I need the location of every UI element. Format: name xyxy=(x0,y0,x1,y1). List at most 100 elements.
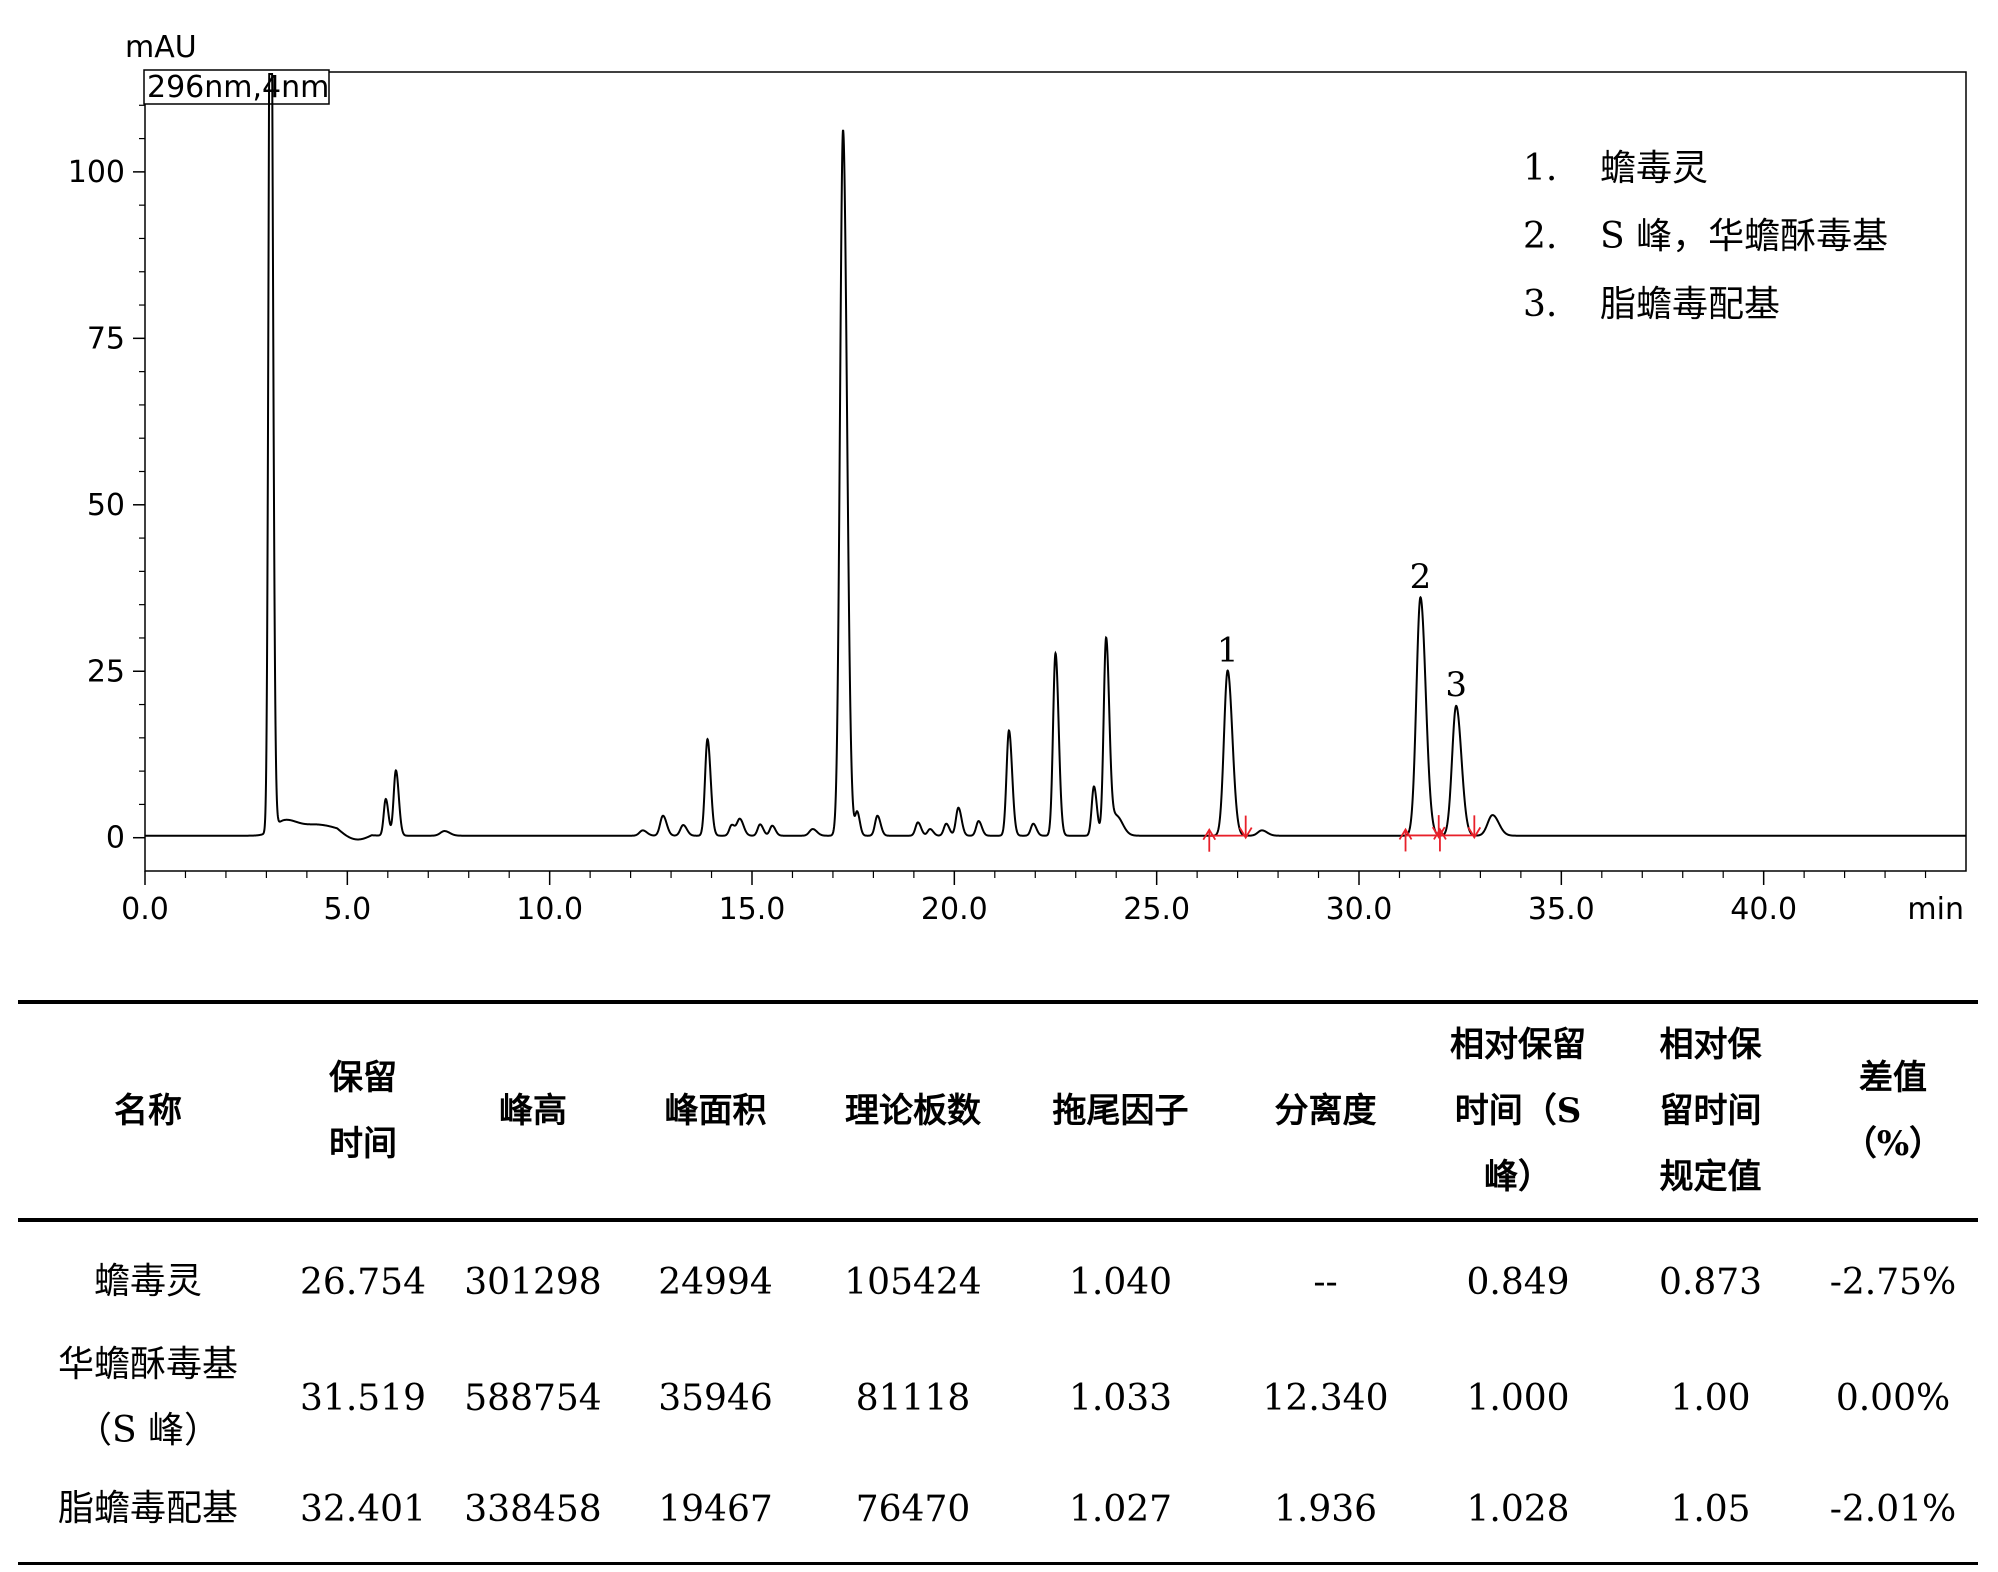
table-cell: -2.75% xyxy=(1829,1261,1957,1303)
legend-item-number: 2. xyxy=(1523,216,1557,257)
table-cell: 1.027 xyxy=(1068,1488,1173,1530)
compound-name: 脂蟾毒配基 xyxy=(57,1488,238,1529)
chromatogram-trace xyxy=(145,73,1966,841)
column-header-text: 名称 xyxy=(114,1091,182,1131)
table-cell: 0.873 xyxy=(1658,1261,1763,1303)
table-cell: 1.033 xyxy=(1068,1377,1173,1419)
table-cell: 32.401 xyxy=(300,1488,426,1530)
table-cell: 1.05 xyxy=(1670,1488,1751,1530)
y-tick-label: 100 xyxy=(68,155,125,190)
peak-number-label: 3 xyxy=(1445,665,1467,705)
column-header-text: 分离度 xyxy=(1274,1091,1377,1131)
column-header: 分离度 xyxy=(1228,1002,1423,1220)
table-cell: 588754 xyxy=(464,1377,602,1419)
table-cell: 19467 xyxy=(658,1488,773,1530)
y-tick-label: 25 xyxy=(87,654,125,689)
column-header: 峰面积 xyxy=(618,1002,813,1220)
table-cell: 301298 xyxy=(464,1261,602,1303)
table-cell: -2.01% xyxy=(1829,1488,1957,1530)
column-header: 差值 （%） xyxy=(1808,1002,1978,1220)
table-cell: 31.519 xyxy=(300,1377,426,1419)
integration-end-arrowhead xyxy=(1431,826,1446,839)
table-cell: 76470 xyxy=(855,1488,971,1530)
chromatogram-svg: 0 25 50 75 100 0.0 5.0 10.0 15.0 20.0 25.0 30.0 35.0… xyxy=(68,30,1967,927)
y-tick-label: 50 xyxy=(87,488,125,523)
column-header-text: 规定值 xyxy=(1659,1157,1762,1197)
column-header-text: 相对保留 xyxy=(1450,1025,1586,1065)
x-tick-label: 30.0 xyxy=(1326,892,1393,927)
table-body: 蟾毒灵 26.754 301298 24994 105424 1.040 -- 0.849 0.… xyxy=(18,1220,1978,1564)
column-header-text: 峰面积 xyxy=(664,1091,767,1131)
table-cell: 81118 xyxy=(855,1377,971,1419)
table-row: 脂蟾毒配基 32.401 338458 19467 76470 1.027 1.936 1.0… xyxy=(18,1464,1978,1564)
integration-end-arrowhead xyxy=(1238,827,1253,840)
x-tick-label: 5.0 xyxy=(323,892,371,927)
channel-label-box xyxy=(143,69,330,105)
table-cell: 1.028 xyxy=(1466,1488,1570,1530)
column-header-text: 峰） xyxy=(1484,1157,1552,1197)
x-tick-label: 15.0 xyxy=(719,892,786,927)
legend-item-name: S 峰，华蟾酥毒基 xyxy=(1600,216,1888,257)
y-tick-label: 75 xyxy=(87,321,125,356)
compound-name-cell: 脂蟾毒配基 xyxy=(18,1464,278,1564)
column-header: 相对保留时间（S 峰） xyxy=(1423,1002,1613,1220)
column-header-text: 时间（S xyxy=(1454,1091,1582,1131)
table-cell: 1.000 xyxy=(1466,1377,1570,1419)
peak-number-label: 1 xyxy=(1217,630,1239,670)
compound-name-cell: 华蟾酥毒基 （S 峰） xyxy=(18,1332,278,1464)
table-header-row: 名称 保留时间 峰高 峰面积 理论板数 拖尾因子 分离度 相对保留时间（S 峰） 相对保留时间规定… xyxy=(18,1002,1978,1220)
table-cell: 26.754 xyxy=(300,1261,426,1303)
column-header-text: 保留 xyxy=(329,1058,397,1098)
integration-end-arrowhead xyxy=(1467,826,1482,840)
table-cell: 105424 xyxy=(844,1261,982,1303)
channel-label: 296nm,4nm xyxy=(147,70,329,105)
peak-results-table: 名称 保留 时间 峰高 峰面积 理论板数 拖尾因子 分离度 相对保留 时间（S 峰） 相对保 留时间 规定… xyxy=(18,1000,1978,1565)
x-tick-label: 25.0 xyxy=(1123,892,1190,927)
column-header: 理论板数 xyxy=(813,1002,1013,1220)
column-header: 峰高 xyxy=(448,1002,618,1220)
integration-start-arrowhead xyxy=(1433,827,1447,840)
integration-start-arrowhead xyxy=(1202,827,1217,841)
table-cell: 35946 xyxy=(658,1377,773,1419)
y-unit-label: mAU xyxy=(125,30,197,65)
x-unit-label: min xyxy=(1907,892,1964,927)
x-tick-label: 0.0 xyxy=(121,892,169,927)
column-header-text: （%） xyxy=(1842,1124,1944,1164)
legend-item-number: 3. xyxy=(1523,284,1557,325)
table-cell: -- xyxy=(1313,1261,1338,1303)
compound-name: 华蟾酥毒基 xyxy=(57,1344,238,1385)
peak-number-label: 2 xyxy=(1410,557,1432,597)
column-header-text: 理论板数 xyxy=(845,1091,981,1131)
table-cell: 1.00 xyxy=(1670,1377,1751,1419)
table-cell: 1.936 xyxy=(1273,1488,1378,1530)
column-header-text: 时间 xyxy=(329,1124,397,1164)
compound-name-cell: 蟾毒灵 xyxy=(18,1220,278,1332)
y-tick-label: 0 xyxy=(106,821,125,856)
column-header-text: 差值 xyxy=(1859,1058,1927,1098)
x-tick-label: 20.0 xyxy=(921,892,988,927)
table-cell: 0.849 xyxy=(1466,1261,1570,1303)
column-header-text: 峰高 xyxy=(499,1091,567,1131)
table-cell: 12.340 xyxy=(1262,1377,1389,1419)
table-cell: 24994 xyxy=(658,1261,773,1303)
column-header-text: 留时间 xyxy=(1659,1091,1762,1131)
table-row: 华蟾酥毒基 （S 峰） 31.519 588754 35946 81118 1.033 12.… xyxy=(18,1332,1978,1464)
column-header-text: 相对保 xyxy=(1659,1025,1762,1065)
legend-item-name: 蟾毒灵 xyxy=(1600,148,1708,189)
column-header: 相对保 留时间 规定值 xyxy=(1613,1002,1808,1220)
table-cell: 1.040 xyxy=(1068,1261,1173,1303)
legend-item-number: 1. xyxy=(1523,148,1557,189)
compound-name: 蟾毒灵 xyxy=(93,1261,202,1302)
x-tick-label: 40.0 xyxy=(1730,892,1797,927)
x-tick-label: 35.0 xyxy=(1528,892,1595,927)
compound-name: （S 峰） xyxy=(75,1410,221,1451)
table-cell: 338458 xyxy=(464,1488,602,1530)
plot-frame xyxy=(144,71,1967,872)
column-header-text: 拖尾因子 xyxy=(1052,1091,1189,1131)
column-header: 名称 xyxy=(18,1002,278,1220)
column-header: 拖尾因子 xyxy=(1013,1002,1228,1220)
legend-item-name: 脂蟾毒配基 xyxy=(1600,284,1780,325)
table-cell: 0.00% xyxy=(1835,1377,1951,1419)
chromatogram-chart: 0 25 50 75 100 0.0 5.0 10.0 15.0 20.0 25.0 30.0 35.0… xyxy=(68,30,1967,927)
integration-start-arrowhead xyxy=(1398,827,1413,840)
